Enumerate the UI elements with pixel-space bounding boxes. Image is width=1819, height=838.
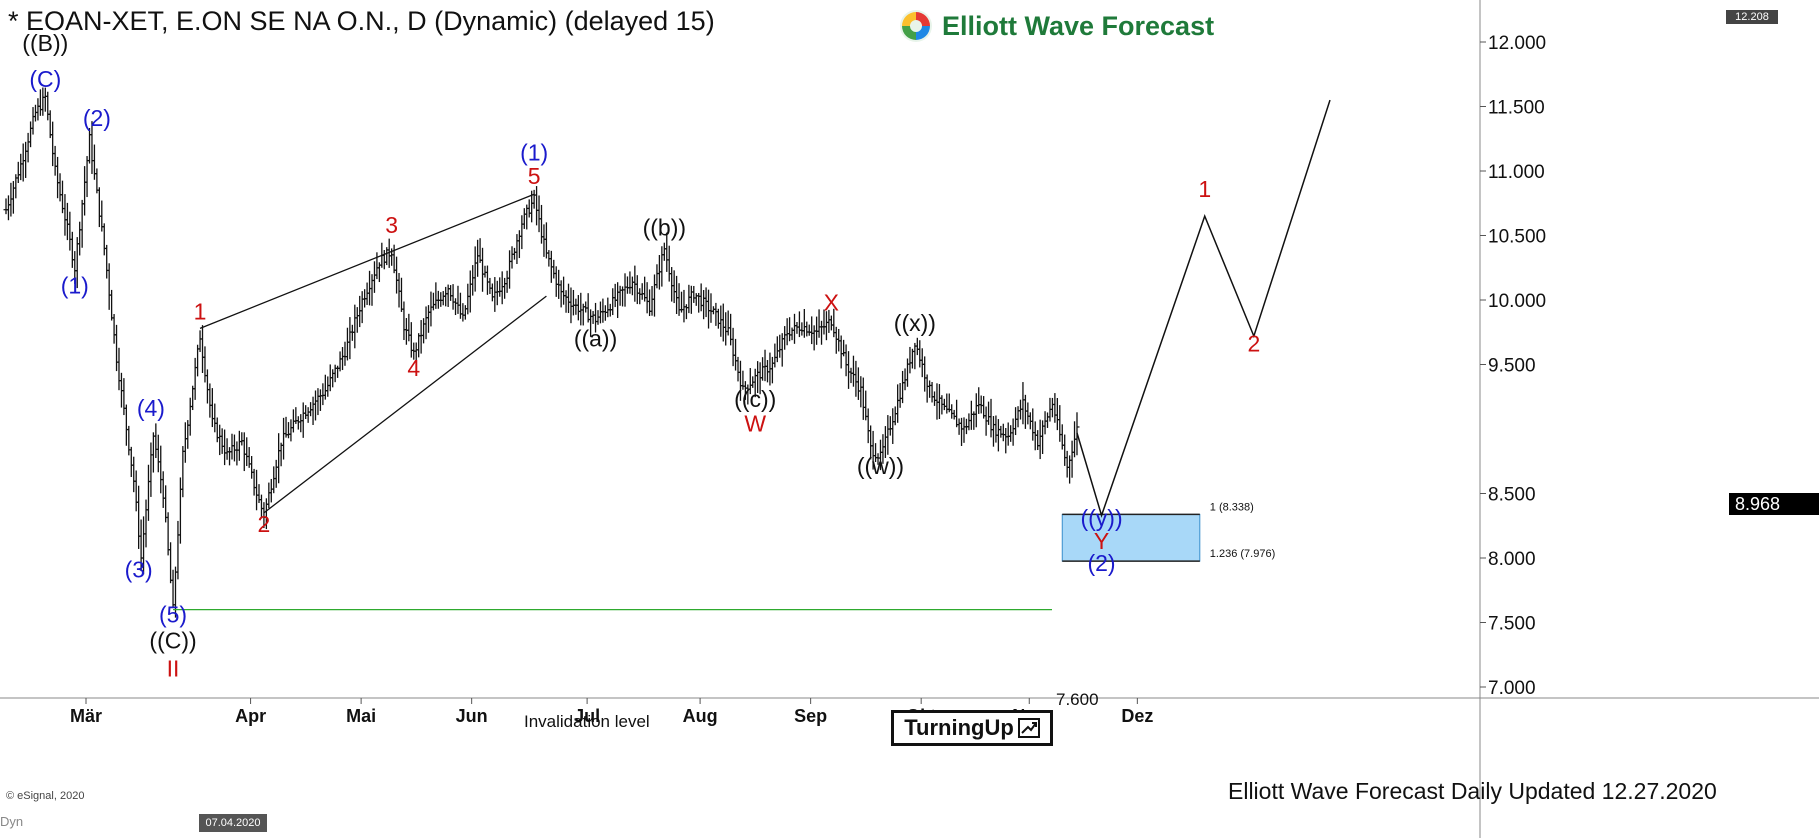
y-tick-label: 11.000	[1488, 162, 1545, 183]
y-tick-label: 8.500	[1488, 485, 1536, 506]
wave-label: (1)	[520, 140, 548, 166]
dyn-label: Dyn	[0, 814, 24, 829]
wave-label: (4)	[137, 395, 165, 421]
wave-labels-layer: ((B))(C)(2)(1)(4)(3)(5)((C))II1234(1)5((…	[22, 30, 1260, 682]
copyright: © eSignal, 2020	[6, 790, 85, 802]
wave-label: ((C))	[149, 627, 196, 653]
fib-1-label: 1 (8.338)	[1210, 501, 1254, 513]
turning-up-logo: TurningUp	[891, 710, 1053, 746]
wave-label: (3)	[125, 556, 153, 582]
wave-label: ((x))	[894, 310, 936, 336]
invalidation-value: 7.600	[1056, 690, 1099, 709]
y-tick-label: 7.000	[1488, 678, 1536, 699]
wave-label: ((B))	[22, 30, 68, 56]
y-tick-label: 8.000	[1488, 549, 1536, 570]
top-price-box: 12.208	[1726, 10, 1778, 24]
wave-lines-layer	[173, 99, 1331, 611]
x-tick-label: Dez	[1121, 706, 1153, 726]
fib-1236-label: 1.236 (7.976)	[1210, 548, 1275, 560]
wave-label: 2	[1247, 331, 1260, 357]
x-tick-label: Jun	[456, 706, 488, 726]
chart-title: * EOAN-XET, E.ON SE NA O.N., D (Dynamic)…	[8, 6, 715, 36]
x-tick-label: Mär	[70, 706, 102, 726]
wave-label: 3	[385, 212, 398, 238]
wave-label: ((b))	[643, 215, 686, 241]
wave-label: ((c))	[734, 386, 776, 412]
wave-label: (2)	[1087, 550, 1115, 576]
cursor-date: 07.04.2020	[199, 814, 267, 832]
y-tick-label: 9.500	[1488, 356, 1536, 377]
x-tick-label: Aug	[683, 706, 718, 726]
wave-label: 4	[407, 355, 420, 381]
turning-up-text: TurningUp	[904, 715, 1014, 740]
invalidation-label: Invalidation level	[524, 712, 650, 731]
wave-label: X	[824, 289, 839, 315]
wave-label: (1)	[61, 273, 89, 299]
wave-label: (5)	[159, 602, 187, 628]
x-tick-label: Sep	[794, 706, 827, 726]
projection-path	[1076, 99, 1331, 518]
wave-label: Y	[1094, 528, 1109, 554]
x-tick-label: Mai	[346, 706, 376, 726]
y-tick-label: 11.500	[1488, 98, 1545, 119]
wave-label: W	[744, 411, 766, 437]
wave-label: 5	[528, 163, 541, 189]
wave-label: (C)	[29, 66, 61, 92]
wedge-line	[199, 193, 535, 329]
brand-name: Elliott Wave Forecast	[942, 10, 1215, 41]
wave-label: II	[167, 656, 180, 682]
price-bars	[3, 87, 1080, 618]
x-tick-label: Apr	[235, 706, 266, 726]
wave-label: ((w))	[857, 453, 904, 479]
wave-label: ((y))	[1080, 505, 1122, 531]
target-zone-box	[1061, 513, 1201, 562]
wave-label: 2	[258, 511, 271, 537]
brand-logo: Elliott Wave Forecast	[898, 8, 1214, 44]
trend-up-arrow-icon	[1017, 718, 1040, 738]
wave-label: ((a))	[574, 325, 617, 351]
wedge-line	[263, 295, 547, 514]
y-tick-label: 7.500	[1488, 614, 1536, 635]
wave-label: (2)	[83, 105, 111, 131]
axes-layer: 7.0007.5008.0008.5009.50010.00010.50011.…	[70, 33, 1546, 726]
y-tick-label: 10.500	[1488, 227, 1546, 248]
current-price-box: 8.968	[1729, 493, 1819, 515]
y-tick-label: 12.000	[1488, 33, 1546, 54]
update-note: Elliott Wave Forecast Daily Updated 12.2…	[1228, 778, 1717, 804]
wave-label: 1	[194, 298, 207, 324]
ewf-swirl-logo-icon	[900, 10, 932, 42]
target-zone-layer: 1 (8.338) 1.236 (7.976)	[1061, 501, 1275, 562]
x-tick-label: Jul	[574, 706, 600, 726]
y-tick-label: 10.000	[1488, 291, 1546, 312]
wave-label: 1	[1198, 176, 1211, 202]
